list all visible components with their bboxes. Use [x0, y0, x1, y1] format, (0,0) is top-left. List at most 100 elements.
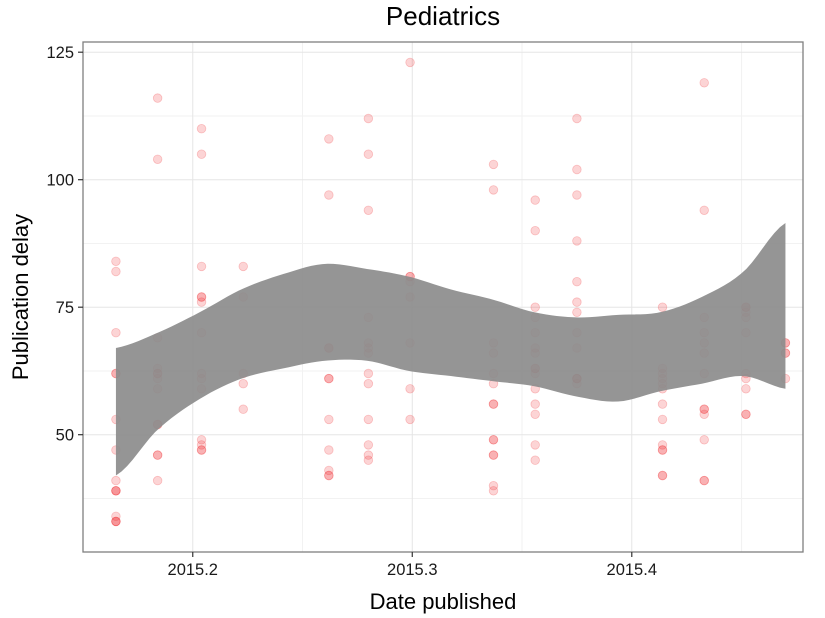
data-point	[111, 486, 121, 496]
data-point	[699, 78, 709, 88]
y-tick-label: 125	[46, 44, 74, 62]
data-point	[324, 465, 334, 476]
data-point	[657, 470, 668, 481]
data-point	[324, 470, 334, 481]
data-point	[699, 435, 709, 445]
data-point	[363, 368, 374, 379]
data-point	[196, 445, 207, 455]
data-point	[196, 292, 207, 302]
data-point	[111, 475, 121, 486]
data-point	[699, 404, 709, 414]
data-point	[488, 159, 499, 170]
data-point	[488, 185, 499, 195]
y-tick-label: 50	[56, 427, 74, 445]
data-point	[488, 481, 499, 491]
axes: 2015.2 2015.3 2015.4 50 75 100 125	[46, 44, 657, 579]
data-point	[530, 225, 540, 236]
data-point	[530, 399, 540, 409]
y-axis-title: Publication delay	[8, 214, 33, 380]
data-point	[324, 445, 334, 455]
data-point	[363, 149, 374, 159]
data-point	[699, 404, 709, 414]
data-point	[657, 445, 668, 455]
data-point	[111, 516, 121, 527]
y-tick-label: 100	[46, 172, 74, 190]
data-point	[741, 409, 751, 420]
data-point	[324, 373, 334, 384]
data-point	[488, 435, 499, 445]
data-point	[196, 445, 207, 455]
data-point	[111, 511, 121, 522]
data-point	[699, 205, 709, 216]
data-point	[196, 440, 207, 450]
data-point	[741, 409, 751, 420]
plot-border	[82, 41, 804, 553]
data-point	[324, 414, 334, 425]
data-point	[699, 475, 709, 486]
data-point	[152, 93, 163, 103]
confidence-band	[115, 223, 786, 476]
data-point	[111, 516, 121, 527]
x-axis-title: Date published	[370, 589, 517, 614]
data-point	[152, 450, 163, 460]
data-point	[196, 297, 207, 307]
data-point	[324, 373, 334, 384]
data-point	[572, 190, 582, 200]
data-point	[238, 379, 248, 389]
x-tick-label: 2015.3	[387, 561, 437, 579]
data-point	[572, 307, 582, 318]
data-point	[405, 384, 415, 394]
data-point	[363, 450, 374, 460]
data-point	[363, 205, 374, 216]
data-point	[488, 399, 499, 409]
data-point	[488, 450, 499, 460]
data-point	[152, 475, 163, 486]
data-point	[238, 404, 248, 414]
data-point	[324, 470, 334, 481]
data-point	[488, 486, 499, 496]
data-point	[488, 450, 499, 460]
data-point	[111, 266, 121, 277]
chart-title: Pediatrics	[386, 1, 500, 31]
data-point	[530, 440, 540, 450]
data-point	[572, 277, 582, 287]
data-point	[196, 261, 207, 272]
x-tick-label: 2015.4	[607, 561, 657, 579]
data-point	[111, 328, 121, 338]
data-point	[572, 164, 582, 175]
data-point	[741, 384, 751, 394]
data-point	[699, 409, 709, 420]
data-point	[324, 134, 334, 144]
data-point	[657, 470, 668, 481]
data-point	[657, 445, 668, 455]
data-point	[324, 190, 334, 200]
data-point	[111, 486, 121, 496]
data-point	[572, 236, 582, 246]
data-point	[196, 435, 207, 445]
data-point	[238, 261, 248, 272]
data-point	[152, 154, 163, 165]
data-point	[363, 455, 374, 465]
data-point	[196, 149, 207, 159]
confidence-band-area	[115, 223, 786, 476]
data-point	[405, 414, 415, 425]
data-point	[530, 302, 540, 312]
data-point	[530, 409, 540, 420]
data-point	[488, 435, 499, 445]
data-point	[572, 297, 582, 307]
data-point	[657, 399, 668, 409]
data-point	[363, 414, 374, 425]
data-point	[363, 440, 374, 450]
data-point	[152, 450, 163, 460]
data-point	[657, 414, 668, 425]
data-point	[572, 113, 582, 124]
data-point	[530, 195, 540, 205]
data-point	[111, 516, 121, 527]
data-point	[657, 440, 668, 450]
data-point	[363, 113, 374, 124]
data-point	[196, 292, 207, 302]
x-tick-label: 2015.2	[168, 561, 218, 579]
data-point	[657, 302, 668, 312]
data-point	[196, 123, 207, 134]
